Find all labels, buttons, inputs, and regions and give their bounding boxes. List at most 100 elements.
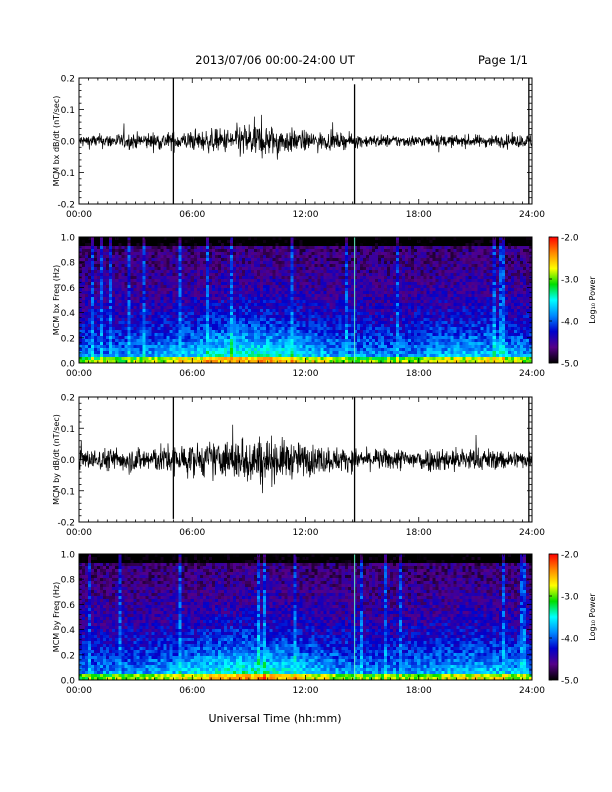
- spectrogram-cell: [399, 330, 403, 334]
- spectrogram-cell: [396, 294, 400, 298]
- spectrogram-cell: [112, 300, 116, 304]
- spectrogram-cell: [236, 264, 240, 268]
- spectrogram-cell: [223, 273, 228, 277]
- spectrogram-cell: [492, 246, 497, 250]
- spectrogram-cell: [377, 273, 382, 277]
- spectrogram-cell: [127, 252, 131, 256]
- spectrogram-cell: [181, 279, 186, 283]
- spectrogram-cell: [100, 291, 104, 295]
- spectrogram-cell: [311, 294, 315, 298]
- spectrogram-cell: [477, 285, 482, 289]
- spectrogram-cell: [338, 315, 343, 319]
- spectrogram-cell: [130, 321, 134, 325]
- spectrogram-cell: [441, 261, 445, 265]
- spectrogram-cell: [133, 243, 137, 247]
- spectrogram-cell: [251, 294, 255, 298]
- spectrogram-cell: [411, 297, 415, 301]
- spectrogram-cell: [423, 240, 427, 244]
- spectrogram-cell: [492, 297, 497, 301]
- spectrogram-cell: [495, 306, 500, 310]
- spectrogram-cell: [528, 252, 533, 256]
- spectrogram-cell: [109, 285, 113, 289]
- spectrogram-cell: [444, 312, 448, 316]
- spectrogram-cell: [160, 321, 164, 325]
- spectrogram-cell: [447, 267, 451, 271]
- spectrogram-cell: [181, 246, 186, 250]
- spectrogram-cell: [275, 306, 279, 310]
- spectrogram-cell: [444, 321, 448, 325]
- spectrogram-cell: [423, 288, 427, 292]
- spectrogram-cell: [88, 252, 92, 256]
- spectrogram-cell: [399, 288, 403, 292]
- spectrogram-cell: [223, 291, 228, 295]
- spectrogram-cell: [190, 264, 195, 268]
- spectrogram-cell: [456, 315, 460, 319]
- spectrogram-cell: [217, 276, 222, 280]
- spectrogram-cell: [175, 279, 180, 283]
- spectrogram-cell: [103, 315, 107, 319]
- spectrogram-cell: [384, 288, 388, 292]
- spectrogram-cell: [236, 330, 240, 334]
- spectrogram-cell: [462, 282, 466, 286]
- spectrogram-cell: [432, 258, 436, 262]
- spectrogram-cell: [426, 273, 430, 277]
- spectrogram-cell: [217, 282, 222, 286]
- spectrogram-cell: [199, 300, 204, 304]
- spectrogram-cell: [426, 309, 430, 313]
- spectrogram-cell: [82, 294, 86, 298]
- spectrogram-cell: [353, 312, 358, 316]
- spectrogram-cell: [94, 300, 98, 304]
- spectrogram-cell: [272, 324, 276, 328]
- spectrogram-cell: [290, 270, 294, 274]
- spectrogram-cell: [208, 303, 213, 307]
- spectrogram-cell: [281, 297, 285, 301]
- spectrogram-cell: [362, 303, 367, 307]
- spectrogram-cell: [148, 267, 152, 271]
- spectrogram-cell: [368, 282, 373, 286]
- spectrogram-cell: [456, 318, 460, 322]
- spectrogram-cell: [359, 318, 364, 322]
- spectrogram-cell: [317, 294, 321, 298]
- panel-bx-spectrogram: 1.00.80.60.40.20.000:00 06:00 12:00 18:00 24…: [52, 234, 597, 380]
- spectrogram-cell: [492, 240, 497, 244]
- spectrogram-cell: [344, 240, 349, 244]
- spectrogram-cell: [239, 300, 243, 304]
- spectrogram-cell: [184, 240, 189, 244]
- spectrogram-cell: [414, 252, 418, 256]
- spectrogram-cell: [308, 321, 312, 325]
- spectrogram-cell: [453, 312, 457, 316]
- spectrogram-cell: [384, 321, 388, 325]
- spectrogram-cell: [211, 258, 216, 262]
- spectrogram-cell: [504, 261, 509, 265]
- spectrogram-cell: [85, 324, 89, 328]
- spectrogram-cell: [459, 324, 463, 328]
- spectrogram-cell: [214, 240, 219, 244]
- spectrogram-cell: [115, 243, 119, 247]
- spectrogram-cell: [474, 318, 479, 322]
- spectrogram-cell: [181, 300, 186, 304]
- spectrogram-cell: [510, 255, 515, 259]
- spectrogram-cell: [381, 243, 385, 247]
- spectrogram-cell: [223, 267, 228, 271]
- spectrogram-cell: [139, 282, 143, 286]
- spectrogram-cell: [287, 246, 291, 250]
- spectrogram-cell: [142, 264, 146, 268]
- spectrogram-cell: [390, 300, 394, 304]
- spectrogram-cell: [435, 255, 439, 259]
- spectrogram-cell: [196, 315, 201, 319]
- spectrogram-cell: [350, 243, 355, 247]
- spectrogram-cell: [202, 261, 207, 265]
- spectrogram-cell: [181, 258, 186, 262]
- spectrogram-cell: [208, 246, 213, 250]
- spectrogram-cell: [441, 309, 445, 313]
- spectrogram-cell: [190, 249, 195, 253]
- spectrogram-cell: [148, 243, 152, 247]
- spectrogram-cell: [103, 252, 107, 256]
- spectrogram-cell: [260, 264, 264, 268]
- spectrogram-cell: [236, 261, 240, 265]
- spectrogram-cell: [97, 276, 101, 280]
- spectrogram-cell: [208, 237, 213, 241]
- spectrogram-cell: [275, 318, 279, 322]
- spectrogram-cell: [335, 273, 340, 277]
- spectrogram-cell: [127, 294, 131, 298]
